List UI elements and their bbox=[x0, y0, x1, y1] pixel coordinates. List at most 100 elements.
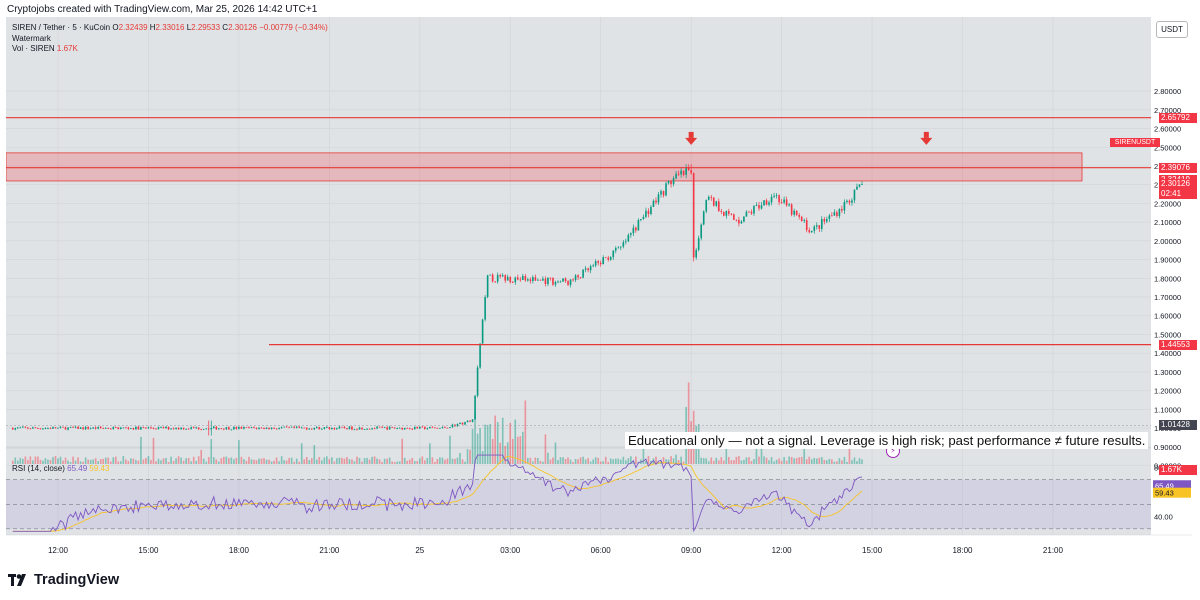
volume-bar bbox=[69, 461, 72, 464]
candle-body bbox=[758, 205, 760, 209]
volume-bar bbox=[346, 456, 348, 464]
volume-bar bbox=[245, 460, 248, 464]
volume-bar bbox=[381, 461, 383, 464]
volume-bar bbox=[353, 461, 356, 464]
candle-body bbox=[705, 199, 708, 212]
volume-bar bbox=[828, 458, 831, 464]
rsi-ma-value: 59.43 bbox=[89, 464, 110, 473]
volume-bar bbox=[426, 457, 429, 464]
volume-bar bbox=[160, 460, 162, 464]
candle-body bbox=[200, 429, 203, 430]
volume-bar bbox=[846, 461, 848, 464]
time-axis-label: 25 bbox=[415, 546, 424, 555]
volume-bar bbox=[398, 461, 401, 464]
candle-body bbox=[670, 181, 672, 185]
volume-bar bbox=[313, 445, 316, 464]
candle-body bbox=[607, 257, 610, 260]
candle-body bbox=[94, 427, 97, 429]
candle-body bbox=[813, 226, 816, 231]
volume-bar bbox=[424, 460, 426, 464]
volume-bar bbox=[62, 460, 64, 464]
volume-bar bbox=[383, 458, 386, 464]
candle-body bbox=[240, 426, 243, 429]
rsi-chip bbox=[1153, 487, 1191, 498]
volume-bar bbox=[318, 456, 321, 464]
candle-body bbox=[529, 279, 532, 281]
price-axis-label: 1.20000 bbox=[1154, 387, 1181, 396]
candle-body bbox=[506, 276, 509, 281]
candle-body bbox=[846, 200, 848, 203]
candle-body bbox=[808, 230, 811, 233]
candle-body bbox=[119, 427, 122, 430]
candle-body bbox=[326, 427, 328, 428]
currency-button[interactable]: USDT bbox=[1156, 21, 1188, 38]
candle-body bbox=[856, 186, 858, 190]
candle-body bbox=[604, 257, 607, 259]
candle-body bbox=[89, 428, 92, 430]
volume-bar bbox=[94, 458, 97, 464]
candle-body bbox=[768, 202, 770, 205]
candle-body bbox=[170, 428, 172, 430]
price-chip: 2.30126 bbox=[1159, 179, 1197, 190]
volume-bar bbox=[119, 461, 122, 464]
volume-bar bbox=[270, 461, 273, 464]
candle-body bbox=[552, 277, 554, 285]
volume-bar bbox=[273, 460, 275, 464]
candle-body bbox=[519, 279, 522, 281]
candle-body bbox=[381, 426, 383, 428]
volume-bar bbox=[388, 457, 391, 464]
candle-body bbox=[308, 428, 311, 430]
volume-bar bbox=[630, 456, 632, 464]
volume-bar bbox=[717, 460, 720, 464]
volume-bar bbox=[635, 456, 637, 464]
volume-bar bbox=[838, 458, 841, 464]
candle-body bbox=[202, 428, 205, 430]
candle-body bbox=[353, 429, 356, 431]
chart-panel[interactable]: 2.800002.700002.600002.500002.400002.300… bbox=[6, 17, 1197, 563]
volume-bar bbox=[328, 459, 331, 464]
candle-body bbox=[534, 277, 537, 281]
volume-bar bbox=[564, 458, 567, 464]
time-axis-label: 12:00 bbox=[48, 546, 69, 555]
candle-body bbox=[853, 189, 856, 201]
volume-bar bbox=[496, 421, 499, 464]
candle-body bbox=[700, 224, 703, 239]
candle-body bbox=[436, 427, 439, 429]
candle-body bbox=[743, 216, 745, 222]
candle-body bbox=[195, 427, 198, 429]
candle-body bbox=[47, 428, 49, 429]
candle-body bbox=[489, 274, 491, 276]
chart-canvas[interactable]: 2.800002.700002.600002.500002.400002.300… bbox=[6, 17, 1192, 563]
volume-bar bbox=[547, 452, 549, 464]
candle-body bbox=[748, 211, 750, 213]
candle-body bbox=[501, 275, 504, 277]
volume-bar bbox=[446, 458, 449, 464]
candle-body bbox=[589, 266, 592, 271]
candle-body bbox=[554, 282, 557, 285]
candle-body bbox=[527, 279, 529, 281]
candle-body bbox=[137, 426, 140, 430]
candle-body bbox=[464, 422, 466, 425]
tradingview-logo[interactable]: TradingView bbox=[8, 572, 119, 588]
volume-bar bbox=[793, 458, 795, 464]
candle-body bbox=[619, 246, 622, 248]
candle-body bbox=[800, 216, 803, 222]
volume-bar bbox=[258, 458, 260, 464]
volume-bar bbox=[305, 456, 308, 464]
volume-bar bbox=[104, 457, 107, 464]
volume-bar bbox=[627, 458, 630, 464]
volume-bar bbox=[250, 459, 253, 464]
price-axis-label: 1.30000 bbox=[1154, 368, 1181, 377]
volume-bar bbox=[574, 459, 577, 464]
volume-bar bbox=[820, 457, 823, 464]
candle-body bbox=[22, 426, 24, 428]
candle-body bbox=[426, 428, 429, 430]
volume-bar bbox=[67, 460, 69, 464]
volume-bar bbox=[851, 460, 853, 464]
volume-bar bbox=[210, 439, 213, 464]
volume-bar bbox=[625, 460, 627, 464]
price-axis-label: 2.70000 bbox=[1154, 106, 1181, 115]
volume-bar bbox=[647, 456, 650, 464]
volume-bar bbox=[42, 460, 44, 464]
resistance-zone-rect bbox=[6, 152, 1083, 182]
